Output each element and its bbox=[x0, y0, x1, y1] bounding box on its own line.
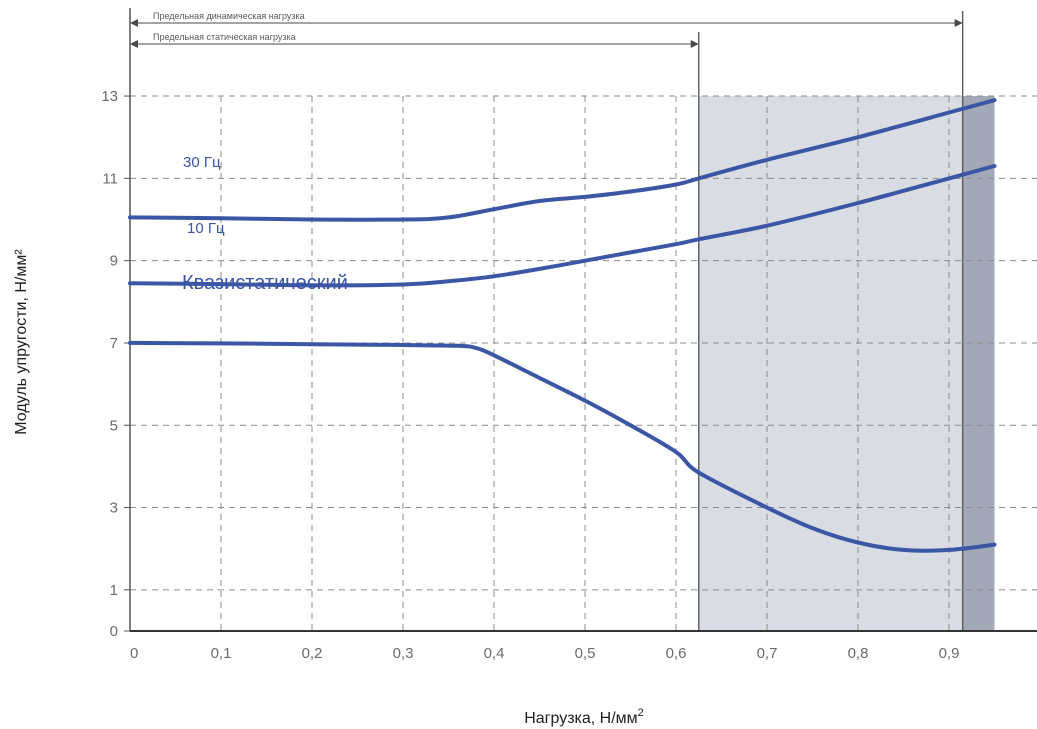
x-tick-label: 0,2 bbox=[302, 645, 323, 662]
x-tick-label: 0,5 bbox=[575, 645, 596, 662]
x-axis-title: Нагрузка, Н/мм2 bbox=[524, 707, 644, 727]
y-tick-label: 5 bbox=[110, 417, 118, 434]
x-tick-label: 0,6 bbox=[666, 645, 687, 662]
y-tick-label: 0 bbox=[110, 623, 118, 640]
series-line-2 bbox=[128, 164, 997, 288]
arrow-head bbox=[130, 40, 138, 48]
y-tick-label: 13 bbox=[101, 88, 118, 105]
series-line-3 bbox=[128, 340, 997, 553]
limit-label-1: Предельная динамическая нагрузка bbox=[153, 11, 305, 21]
x-tick-label: 0,1 bbox=[211, 645, 232, 662]
y-tick-label: 11 bbox=[102, 170, 118, 187]
series-line-1 bbox=[128, 98, 997, 222]
series-label-1: 30 Гц bbox=[183, 154, 221, 171]
load-limit-markers: Предельная динамическая нагрузка Предельн… bbox=[130, 11, 964, 631]
y-axis-title: Модуль упругости, Н/мм² bbox=[13, 249, 30, 435]
arrow-head bbox=[130, 19, 138, 27]
x-tick-label: 0 bbox=[130, 645, 138, 662]
y-tick-label: 7 bbox=[110, 335, 118, 352]
x-tick-label: 0,9 bbox=[939, 645, 960, 662]
limit-region-2 bbox=[962, 96, 995, 632]
series-labels: 30 Гц 10 Гц Квазистатический bbox=[182, 154, 348, 294]
x-tick-label: 0,3 bbox=[393, 645, 414, 662]
data-series bbox=[128, 98, 997, 553]
limit-label-2: Предельная статическая нагрузка bbox=[153, 32, 296, 42]
arrow-head bbox=[690, 40, 699, 48]
x-tick-label: 0,7 bbox=[757, 645, 778, 662]
series-label-2: 10 Гц bbox=[187, 220, 225, 237]
y-tick-label: 1 bbox=[110, 582, 118, 599]
y-tick-label: 3 bbox=[110, 500, 118, 517]
x-tick-label: 0,4 bbox=[484, 645, 505, 662]
x-axis-title-superscript: 2 bbox=[638, 707, 644, 719]
series-label-3: Квазистатический bbox=[182, 272, 348, 294]
arrow-head bbox=[954, 19, 963, 27]
y-tick-label: 9 bbox=[110, 253, 118, 270]
x-tick-label: 0,8 bbox=[848, 645, 869, 662]
